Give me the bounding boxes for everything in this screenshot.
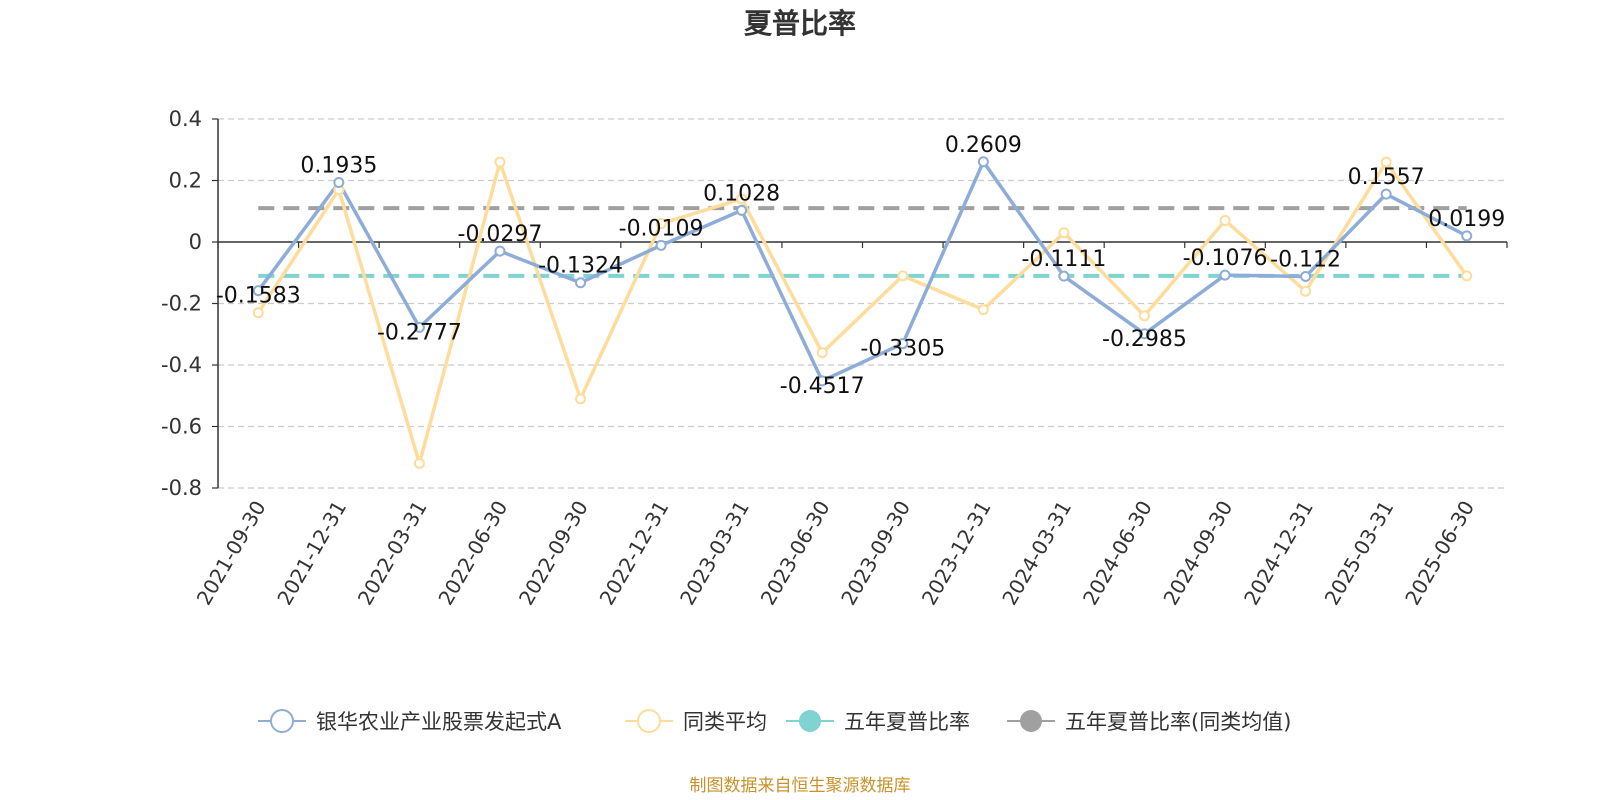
legend-item-2[interactable]: 五年夏普比率 [786,710,970,734]
data-labels: -0.1583 0.1935 -0.2777 -0.0297 -0.1324 -0.010… [216,133,1505,399]
series-0-point[interactable] [1380,188,1392,200]
x-tick-label: 2021-09-30 [192,497,271,610]
legend-label: 银华农业产业股票发起式A [316,710,562,734]
x-tick-label: 2023-03-31 [675,497,754,610]
data-label: -0.3305 [860,337,945,362]
data-label: -0.1324 [538,254,623,279]
data-label: -0.1111 [1021,247,1106,272]
source-note: 制图数据来自恒生聚源数据库 [690,776,911,796]
legend-marker [799,710,821,732]
series-1-point[interactable] [1219,214,1231,226]
data-label: -0.2777 [377,320,462,345]
data-label: -0.1076 [1183,246,1268,271]
series-1-point[interactable] [977,304,989,316]
legend-label: 五年夏普比率 [844,710,970,734]
series-0-point[interactable] [655,239,667,251]
data-label: -0.0109 [619,216,704,241]
series-0-point[interactable] [816,375,828,387]
series-line-0 [256,160,1468,383]
data-label: 0.1028 [703,181,780,206]
x-tick-label: 2025-03-31 [1320,497,1399,610]
y-tick-label: 0.4 [169,107,202,131]
legend-item-3[interactable]: 五年夏普比率(同类均值) [1007,710,1291,734]
y-tick-label: 0.2 [169,169,202,193]
legend-marker [1020,710,1042,732]
series-1-point[interactable] [736,193,748,205]
series-0-point[interactable] [1058,270,1070,282]
series-1-point[interactable] [1058,227,1070,239]
series-1-point[interactable] [494,156,506,168]
x-tick-label: 2022-12-31 [595,497,674,610]
x-tick-label: 2025-06-30 [1400,497,1479,610]
series-0-point[interactable] [897,338,909,350]
x-tick-label: 2023-09-30 [836,497,915,610]
series-1-point[interactable] [1138,310,1150,322]
series-1-point[interactable] [816,347,828,359]
series-layer [252,156,1473,469]
series-0-point[interactable] [1461,230,1473,242]
legend-label: 五年夏普比率(同类均值) [1065,710,1291,734]
series-0-point[interactable] [1219,269,1231,281]
y-tick-label: -0.8 [161,476,202,500]
series-0-point[interactable] [1300,270,1312,282]
series-1-point[interactable] [1461,270,1473,282]
x-tick-label: 2023-12-31 [917,497,996,610]
series-line-1 [256,160,1469,466]
series-0-point[interactable] [736,204,748,216]
grid-layer [218,118,1507,489]
legend-marker [270,709,294,733]
series-0-point[interactable] [252,285,264,297]
x-tick-label: 2022-03-31 [353,497,432,610]
data-label: -0.4517 [780,374,865,399]
chart-title: 夏普比率 [744,7,856,40]
series-1-point[interactable] [655,218,667,230]
x-tick-label: 2023-06-30 [756,497,835,610]
data-label: 0.0199 [1428,207,1505,232]
series-1-point[interactable] [413,457,425,469]
legend[interactable]: 银华农业产业股票发起式A 同类平均 五年夏普比率 五年夏普比率(同类均值) [258,709,1291,734]
y-tick-label: -0.4 [161,353,202,377]
x-tick-label: 2021-12-31 [272,497,351,610]
x-tick-label: 2024-03-31 [997,497,1076,610]
x-tick-label: 2024-09-30 [1158,497,1237,610]
series-1-point[interactable] [897,270,909,282]
series-0-point[interactable] [575,277,587,289]
series-0-point[interactable] [333,176,345,188]
legend-label: 同类平均 [683,710,767,734]
series-1-point[interactable] [1380,156,1392,168]
data-label: 0.2609 [945,133,1022,158]
data-label: -0.112 [1270,247,1341,272]
data-label: 0.1557 [1348,165,1425,190]
series-0-point[interactable] [413,321,425,333]
series-0-point[interactable] [1138,328,1150,340]
series-0-point[interactable] [977,156,989,168]
data-label: 0.1935 [300,153,377,178]
series-1-point[interactable] [575,393,587,405]
x-tick-label: 2022-06-30 [433,497,512,610]
series-0-point[interactable] [494,245,506,257]
y-tick-label: -0.2 [161,292,202,316]
x-tick-label: 2024-06-30 [1078,497,1157,610]
series-1-point[interactable] [252,307,264,319]
y-tick-label: -0.6 [161,415,202,439]
legend-item-1[interactable]: 同类平均 [625,709,767,734]
data-label: -0.1583 [216,284,301,309]
x-tick-label: 2024-12-31 [1239,497,1318,610]
legend-item-0[interactable]: 银华农业产业股票发起式A [258,709,562,734]
x-tick-label: 2022-09-30 [514,497,593,610]
legend-marker [637,709,661,733]
data-label: -0.2985 [1102,327,1187,352]
series-1-point[interactable] [1300,285,1312,297]
y-tick-label: 0 [189,230,202,254]
data-label: -0.0297 [458,222,543,247]
